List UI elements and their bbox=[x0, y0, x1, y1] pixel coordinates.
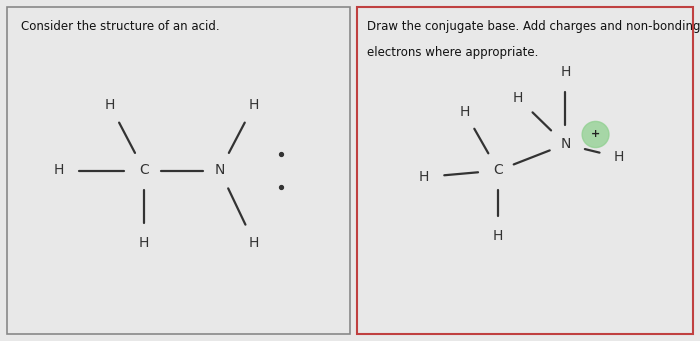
Text: C: C bbox=[139, 163, 149, 178]
Text: H: H bbox=[248, 236, 259, 250]
Text: H: H bbox=[53, 163, 64, 178]
Circle shape bbox=[582, 121, 609, 148]
Text: electrons where appropriate.: electrons where appropriate. bbox=[367, 46, 538, 59]
Text: H: H bbox=[139, 236, 149, 250]
Text: H: H bbox=[614, 150, 624, 164]
Text: H: H bbox=[248, 98, 259, 112]
Text: H: H bbox=[419, 170, 429, 184]
Text: +: + bbox=[591, 130, 600, 139]
Text: C: C bbox=[494, 163, 503, 178]
Text: H: H bbox=[560, 65, 570, 79]
Text: Consider the structure of an acid.: Consider the structure of an acid. bbox=[21, 20, 219, 33]
Text: H: H bbox=[105, 98, 115, 112]
Text: N: N bbox=[214, 163, 225, 178]
Text: H: H bbox=[459, 105, 470, 119]
Text: Draw the conjugate base. Add charges and non-bonding: Draw the conjugate base. Add charges and… bbox=[367, 20, 700, 33]
Text: N: N bbox=[560, 137, 570, 151]
Text: H: H bbox=[493, 229, 503, 243]
Text: H: H bbox=[513, 91, 524, 105]
